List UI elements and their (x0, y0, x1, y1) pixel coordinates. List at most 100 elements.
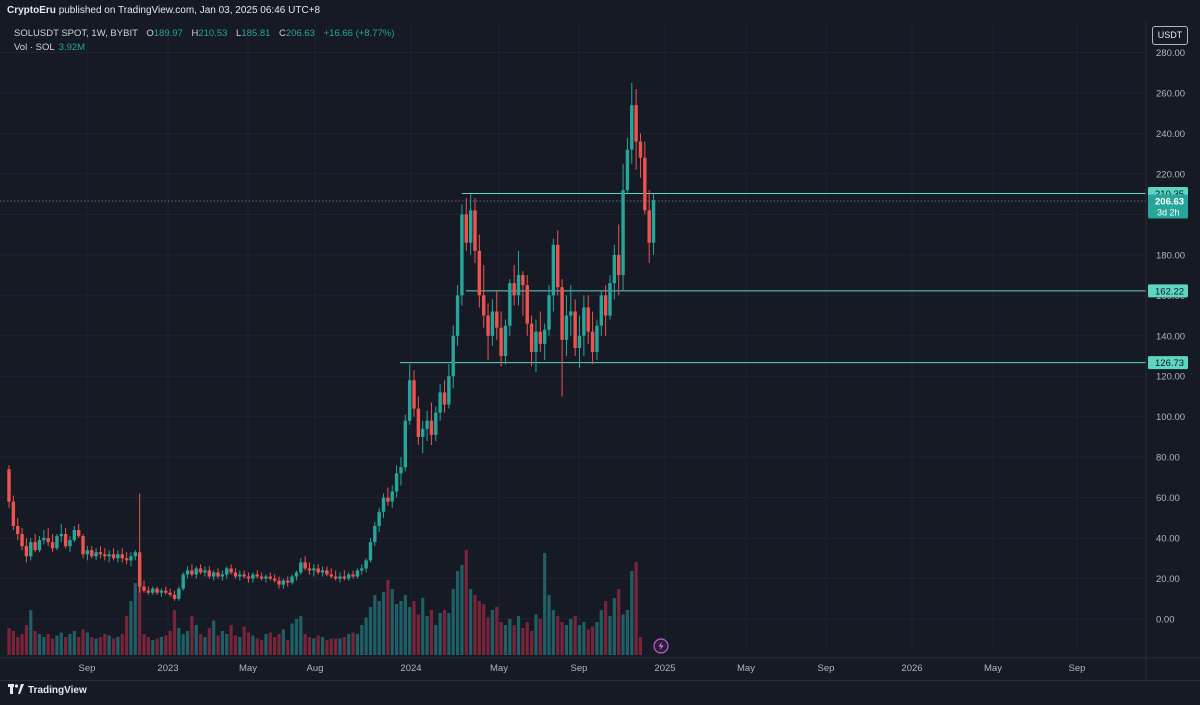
candle-body (429, 420, 434, 435)
candle-body (264, 576, 268, 579)
symbol-label[interactable]: SOLUSDT SPOT, 1W, BYBIT (14, 28, 138, 39)
candle-body (181, 574, 185, 589)
volume-bar (634, 562, 638, 655)
candle-body (407, 380, 412, 421)
volume-legend: Vol · SOL 3.92M (14, 42, 85, 53)
volume-bar (242, 626, 246, 655)
volume-bar (638, 637, 643, 655)
candle-body (542, 329, 547, 344)
volume-bar (172, 610, 177, 655)
volume-bar (155, 638, 159, 655)
time-tick-label: 2026 (901, 663, 922, 674)
candle-body (233, 572, 238, 577)
volume-bar (625, 610, 630, 655)
candle-body (68, 540, 72, 547)
volume-bar (368, 607, 373, 655)
volume-bar (373, 595, 377, 655)
candle-body (94, 552, 98, 557)
candle-body (272, 578, 277, 581)
publisher-name[interactable]: CryptoEru (7, 5, 56, 16)
volume-bar (599, 610, 603, 655)
volume-bar (164, 635, 168, 655)
price-tick-label: 80.00 (1156, 453, 1180, 464)
time-tick-label: 2024 (400, 663, 421, 674)
candle-body (185, 570, 190, 575)
volume-bar (429, 610, 434, 655)
candle-body (394, 473, 399, 492)
candle-body (556, 244, 560, 288)
candle-body (303, 562, 307, 569)
candle-body (377, 511, 381, 526)
candle-body (229, 568, 233, 573)
candle-body (355, 570, 360, 577)
candle-body (521, 275, 525, 286)
candle-body (621, 190, 625, 276)
price-tick-label: 60.00 (1156, 493, 1180, 504)
volume-bar (203, 637, 207, 655)
candle-body (251, 574, 255, 579)
volume-bar (277, 634, 281, 655)
volume-bar (94, 638, 98, 655)
level-label-bg (1148, 284, 1188, 298)
volume-bar (617, 589, 621, 655)
tradingview-brand[interactable]: TradingView (8, 684, 87, 697)
change-value: +16.66 (+8.77%) (323, 28, 395, 39)
currency-button[interactable]: USDT (1152, 26, 1188, 45)
volume-bar (142, 634, 146, 655)
candle-body (116, 554, 120, 559)
volume-bar (64, 637, 68, 655)
close-label: C (279, 28, 286, 39)
candle-body (416, 408, 421, 437)
volume-bar (138, 562, 142, 655)
level-label: 162.22 (1155, 286, 1184, 297)
candle-body (299, 562, 303, 573)
lightning-bolt-icon (658, 642, 664, 650)
candle-body (481, 295, 486, 316)
volume-bar (159, 637, 164, 655)
volume-bar (238, 637, 242, 655)
candle-body (177, 588, 181, 599)
volume-bar (425, 616, 429, 655)
volume-bar (508, 619, 512, 655)
candle-body (634, 105, 638, 142)
candle-body (630, 105, 634, 150)
candle-body (16, 525, 20, 535)
volume-bar (399, 601, 403, 655)
open-value: 189.97 (153, 28, 183, 39)
volume-label[interactable]: Vol · SOL (14, 42, 55, 53)
volume-bar (451, 589, 455, 655)
high-label: H (191, 28, 199, 39)
volume-bar (246, 632, 251, 655)
time-tick-label: Aug (307, 663, 324, 674)
volume-bar (98, 637, 103, 655)
volume-bar (521, 628, 525, 655)
candle-body (364, 560, 368, 569)
volume-bar (390, 589, 394, 655)
candle-body (603, 295, 608, 316)
volume-bar (351, 632, 355, 655)
candle-body (281, 580, 286, 585)
volume-bar (551, 610, 555, 655)
candle-body (207, 570, 212, 577)
volume-bar (360, 625, 364, 655)
time-tick-label: May (984, 663, 1002, 674)
volume-bar (103, 634, 107, 655)
volume-bar (85, 632, 89, 655)
current-price-label-bg (1148, 194, 1188, 219)
volume-bar (460, 565, 464, 655)
volume-bar (177, 628, 181, 655)
candle-body (551, 244, 556, 296)
candle-body (159, 590, 164, 593)
current-price-label: 206.63 (1155, 196, 1184, 207)
volume-bar (377, 601, 381, 655)
price-chart[interactable]: 0.00 20.00 40.00 60.00 80.00 100.00 120.00 140.… (0, 22, 1200, 680)
price-tick-label: 240.00 (1156, 129, 1185, 140)
price-tick-label: 20.00 (1156, 574, 1180, 585)
candle-body (111, 554, 116, 559)
candle-body (617, 254, 621, 276)
volume-bar (469, 589, 473, 655)
volume-bar (416, 614, 420, 655)
volume-bar (338, 638, 342, 655)
close-value: 206.63 (285, 28, 315, 39)
candle-body (320, 570, 325, 573)
